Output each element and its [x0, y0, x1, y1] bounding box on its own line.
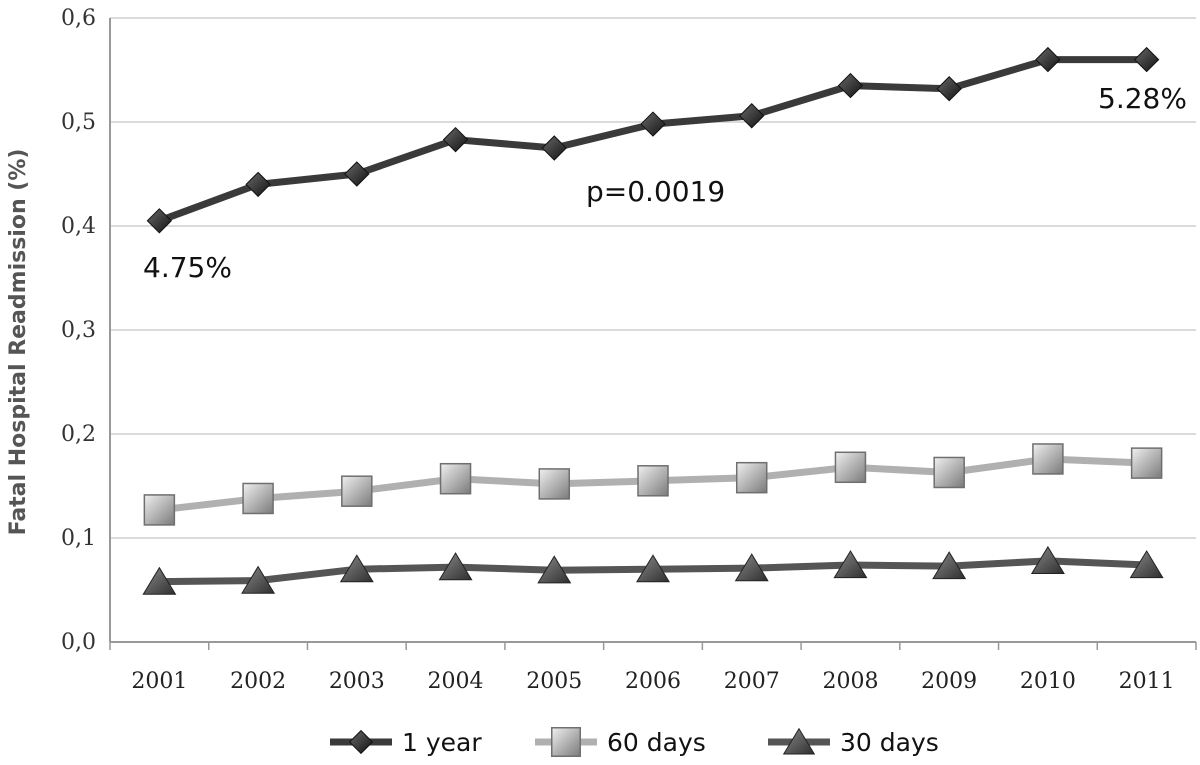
data-point-triangle — [142, 566, 177, 595]
data-point-diamond — [146, 208, 173, 234]
data-point-square — [341, 475, 373, 507]
legend-label: 1 year — [402, 728, 482, 757]
data-point-diamond — [541, 135, 567, 161]
data-point-square — [143, 494, 176, 526]
data-point-square — [1130, 447, 1163, 479]
x-tick-label: 2010 — [1020, 669, 1076, 694]
data-point-diamond — [739, 103, 765, 129]
x-tick-label: 2008 — [822, 669, 878, 694]
data-point-triangle — [734, 553, 769, 582]
data-point-triangle — [636, 554, 670, 583]
data-point-triangle — [241, 565, 276, 594]
data-point-diamond — [936, 76, 962, 102]
annotation-start-value: 4.75% — [143, 251, 232, 284]
data-point-diamond — [442, 126, 469, 153]
x-tick-label: 2007 — [724, 669, 780, 694]
legend-item: 1 year — [330, 728, 482, 757]
y-tick-label: 0,2 — [61, 422, 96, 447]
data-point-square — [439, 462, 472, 495]
data-point-square — [735, 461, 768, 494]
y-tick-label: 0,5 — [61, 110, 96, 135]
y-tick-label: 0,1 — [61, 526, 96, 551]
legend-marker-diamond — [348, 729, 374, 755]
legend-marker-square — [551, 727, 581, 757]
x-tick-label: 2005 — [526, 669, 582, 694]
data-point-triangle — [339, 554, 374, 583]
y-tick-label: 0,0 — [61, 630, 96, 655]
data-point-square — [834, 451, 867, 484]
legend: 1 year 60 days 30 days — [330, 727, 939, 757]
series-layer — [142, 46, 1164, 595]
data-point-triangle — [1129, 550, 1164, 579]
y-tick-label: 0,4 — [61, 214, 96, 239]
annotation-p-value: p=0.0019 — [586, 175, 725, 208]
data-point-triangle — [537, 555, 572, 584]
legend-label: 30 days — [840, 728, 939, 757]
data-point-square — [242, 482, 274, 515]
y-tick-label: 0,6 — [61, 6, 96, 31]
x-tick-label: 2011 — [1119, 669, 1175, 694]
x-tick-label: 2006 — [625, 669, 681, 694]
data-point-diamond — [245, 171, 271, 198]
x-tick-label: 2001 — [131, 669, 187, 694]
data-point-square — [933, 456, 965, 489]
data-point-square — [538, 468, 571, 500]
legend-marker-triangle — [782, 727, 816, 755]
data-point-triangle — [1030, 545, 1065, 574]
data-point-triangle — [833, 550, 868, 579]
axes: 0,0 0,1 0,2 0,3 0,4 0,5 0,6 2001 2002 2003 2004 200… — [61, 6, 1197, 694]
x-tick-label: 2004 — [428, 669, 484, 694]
series-1-year — [146, 46, 1160, 234]
legend-label: 60 days — [607, 728, 706, 757]
data-point-triangle — [438, 552, 473, 581]
data-point-diamond — [344, 161, 370, 187]
data-point-triangle — [932, 551, 967, 580]
annotation-end-value: 5.28% — [1098, 82, 1187, 115]
x-tick-label: 2009 — [921, 669, 977, 694]
x-tick-label: 2003 — [329, 669, 385, 694]
series-60-days — [143, 443, 1163, 526]
data-point-square — [637, 465, 669, 497]
data-point-diamond — [837, 72, 864, 99]
x-tick-label: 2002 — [230, 669, 286, 694]
data-point-square — [1032, 443, 1064, 475]
data-point-diamond — [1133, 46, 1160, 73]
y-axis-label: Fatal Hospital Readmission (%) — [6, 149, 31, 536]
legend-item: 30 days — [768, 727, 939, 757]
y-tick-label: 0,3 — [61, 318, 96, 343]
legend-item: 60 days — [535, 727, 706, 757]
data-point-diamond — [1035, 46, 1061, 73]
data-point-diamond — [640, 111, 666, 137]
series-30-days — [142, 545, 1164, 595]
